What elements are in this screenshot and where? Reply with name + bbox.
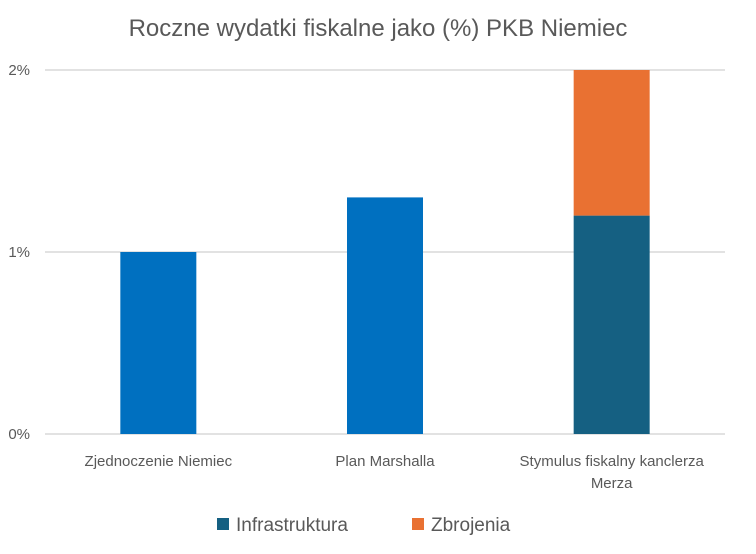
x-category-label: Stymulus fiskalny kanclerza <box>520 453 705 470</box>
y-tick-label: 0% <box>8 426 30 443</box>
x-category-label: Zjednoczenie Niemiec <box>85 453 233 470</box>
bar-infrastruktura <box>120 252 197 434</box>
x-category-label: Plan Marshalla <box>335 453 435 470</box>
chart-title: Roczne wydatki fiskalne jako (%) PKB Nie… <box>129 15 628 42</box>
y-tick-label: 1% <box>8 244 30 261</box>
legend-swatch <box>217 518 229 530</box>
bar-zbrojenia <box>573 70 650 216</box>
legend-label: Zbrojenia <box>431 515 511 536</box>
bar-infrastruktura <box>573 215 650 434</box>
bar-infrastruktura <box>347 197 423 434</box>
x-category-label: Merza <box>591 475 633 492</box>
y-tick-label: 2% <box>8 62 30 79</box>
legend-label: Infrastruktura <box>236 515 348 536</box>
legend-swatch <box>412 518 424 530</box>
